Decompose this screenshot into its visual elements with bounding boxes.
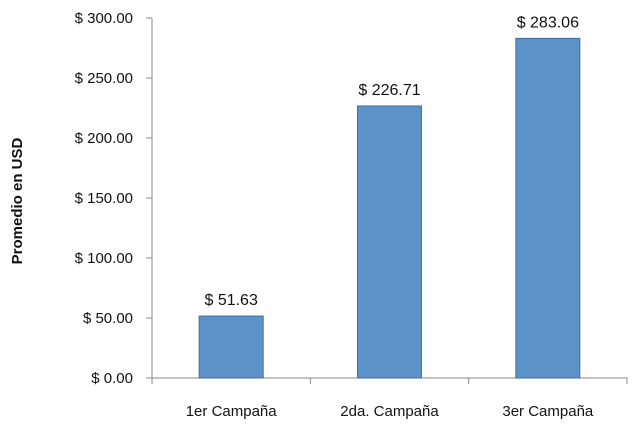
y-tick-label: $ 150.00	[75, 190, 133, 207]
bars	[198, 37, 581, 379]
x-axis: 1er Campaña 2da. Campaña 3er Campaña	[151, 377, 628, 420]
y-axis: $ 0.00 $ 50.00 $ 100.00 $ 150.00 $ 200.00 $ 2…	[75, 10, 153, 387]
x-tick-label: 3er Campaña	[502, 403, 594, 420]
bar	[198, 315, 264, 379]
y-axis-title: Promedio en USD	[9, 137, 26, 264]
bar-value-label: $ 283.06	[517, 14, 579, 31]
y-tick-label: $ 50.00	[83, 310, 133, 327]
y-tick-label: $ 0.00	[91, 370, 133, 387]
y-tick-label: $ 100.00	[75, 250, 133, 267]
x-tick-label: 1er Campaña	[186, 403, 278, 420]
bar-value-label: $ 51.63	[204, 292, 257, 309]
y-tick-label: $ 250.00	[75, 70, 133, 87]
bar-value-label: $ 226.71	[358, 82, 420, 99]
bar	[515, 37, 581, 379]
y-tick-label: $ 300.00	[75, 10, 133, 27]
bar	[357, 105, 422, 379]
data-labels: $ 51.63 $ 226.71 $ 283.06	[204, 14, 579, 309]
y-tick-label: $ 200.00	[75, 130, 133, 147]
x-tick-label: 2da. Campaña	[340, 403, 439, 420]
